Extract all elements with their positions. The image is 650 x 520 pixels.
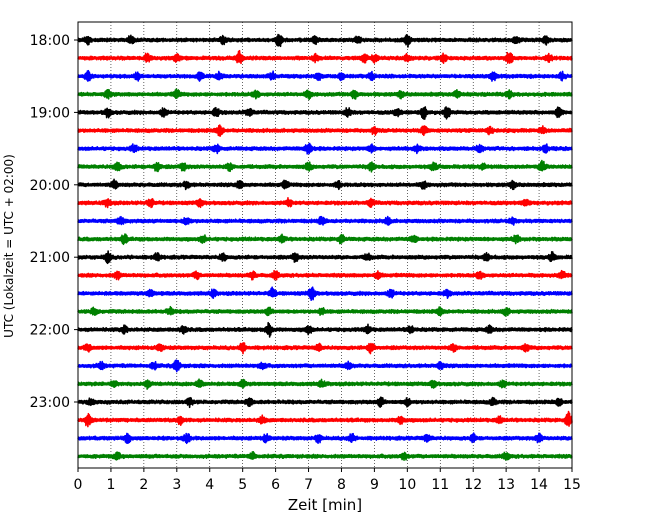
x-tick-label: 2 <box>139 477 148 493</box>
x-tick-label: 12 <box>464 477 482 493</box>
y-tick-label: 19:00 <box>30 105 70 121</box>
trace-group <box>77 33 573 462</box>
grid-lines <box>110 22 540 468</box>
y-axis-ticks: 18:00 19:00 20:00 21:00 22:00 23:00 <box>30 33 78 411</box>
trace-1945 <box>77 159 573 173</box>
trace-2330 <box>77 432 573 445</box>
x-axis-label: Zeit [min] <box>288 496 362 514</box>
y-tick-label: 20:00 <box>30 178 70 194</box>
trace-1915 <box>77 124 573 137</box>
x-tick-label: 4 <box>205 477 214 493</box>
y-tick-label: 23:00 <box>30 395 70 411</box>
x-axis-ticks: 0 1 2 3 4 5 6 7 8 9 10 11 12 13 14 15 <box>74 468 581 493</box>
x-tick-label: 0 <box>74 477 83 493</box>
trace-2100 <box>77 250 573 265</box>
trace-2030 <box>77 215 573 226</box>
x-tick-label: 15 <box>563 477 581 493</box>
x-tick-label: 1 <box>106 477 115 493</box>
x-tick-label: 7 <box>304 477 313 493</box>
trace-2115 <box>77 269 573 281</box>
plot-frame <box>77 21 573 469</box>
x-tick-label: 6 <box>271 477 280 493</box>
trace-2130 <box>77 286 573 302</box>
x-tick-label: 10 <box>398 477 416 493</box>
x-tick-label: 13 <box>497 477 515 493</box>
trace-1900 <box>77 106 573 120</box>
y-tick-label: 21:00 <box>30 250 70 266</box>
trace-2230 <box>77 359 573 373</box>
trace-1930 <box>77 142 573 155</box>
y-tick-label: 18:00 <box>30 33 70 49</box>
trace-2300 <box>77 396 573 409</box>
x-tick-label: 14 <box>530 477 548 493</box>
trace-1800 <box>77 33 573 48</box>
trace-1815 <box>77 49 573 65</box>
trace-2215 <box>77 342 573 355</box>
y-axis-label: UTC (Lokalzeit = UTC + 02:00) <box>2 154 16 338</box>
trace-2345 <box>77 450 573 462</box>
trace-2315 <box>77 410 573 428</box>
x-tick-label: 5 <box>238 477 247 493</box>
trace-2145 <box>77 305 573 317</box>
x-tick-label: 3 <box>172 477 181 493</box>
trace-1830 <box>77 69 573 82</box>
x-tick-label: 9 <box>370 477 379 493</box>
trace-2045 <box>77 233 573 246</box>
trace-1845 <box>77 88 573 101</box>
trace-2200 <box>77 321 573 338</box>
trace-2015 <box>77 197 573 209</box>
x-tick-label: 8 <box>337 477 346 493</box>
y-tick-label: 22:00 <box>30 323 70 339</box>
x-tick-label: 11 <box>431 477 449 493</box>
trace-2000 <box>77 178 573 191</box>
trace-2245 <box>77 378 573 390</box>
